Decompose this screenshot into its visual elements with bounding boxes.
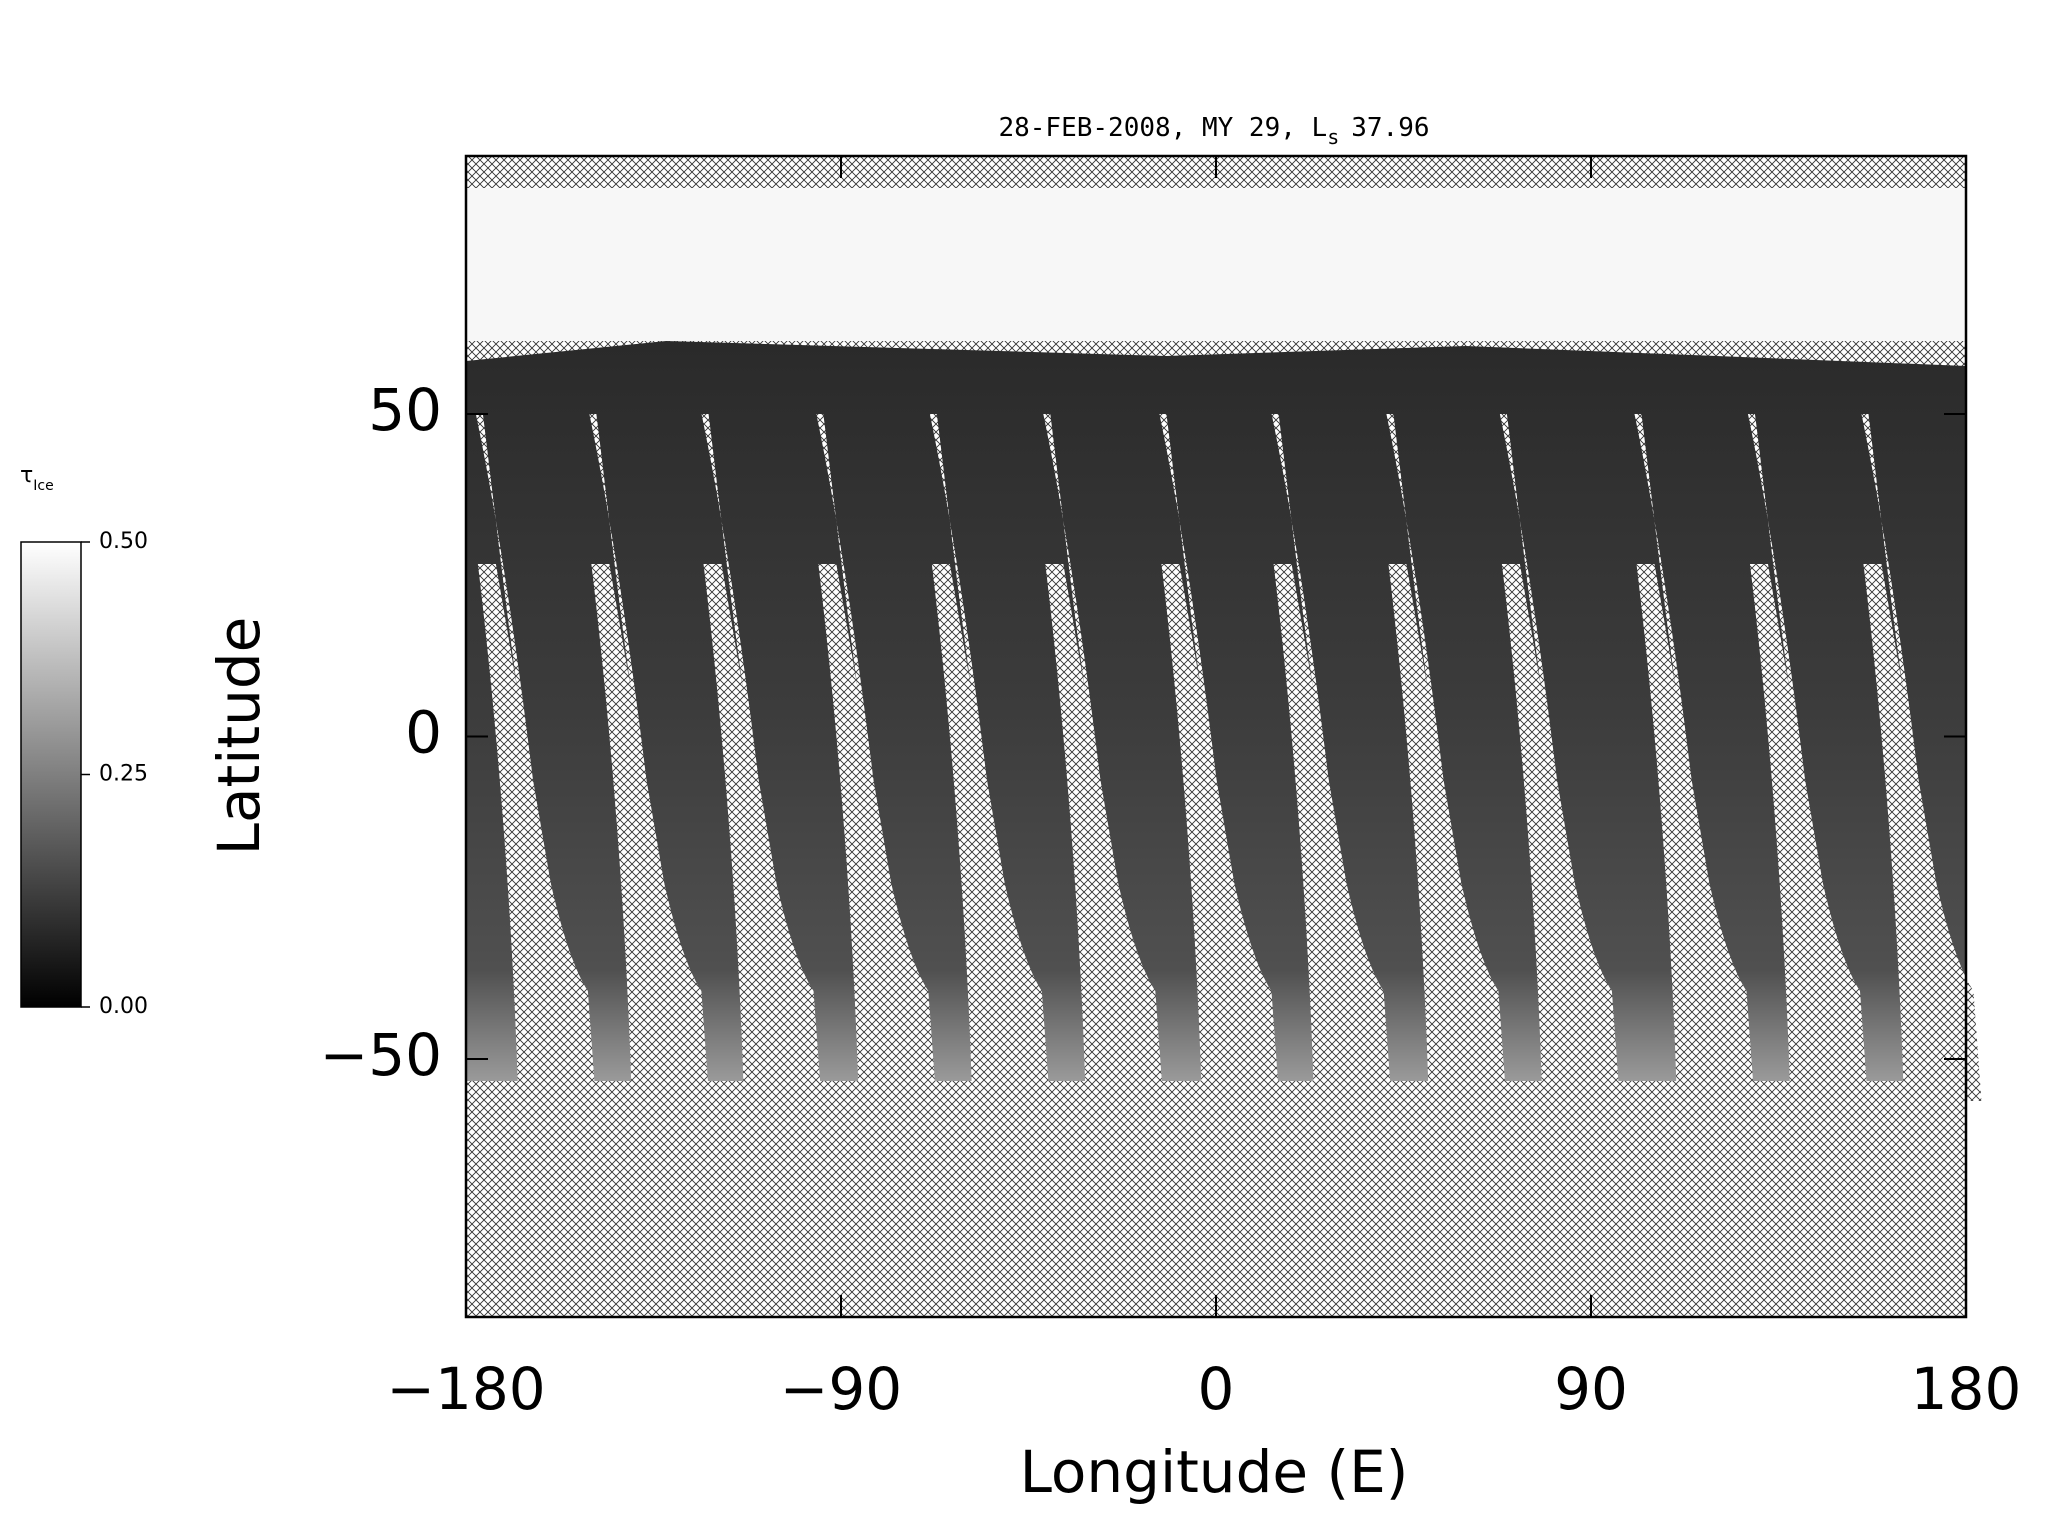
dark-band: [466, 341, 1966, 1081]
data-gap: [1501, 564, 1602, 1304]
y-tick-label: 0: [405, 699, 442, 767]
data-gap: [1043, 414, 1164, 1101]
x-tick-label: −90: [780, 1355, 902, 1423]
data-gap: [929, 414, 1050, 1101]
data-gap: [1499, 414, 1620, 1101]
y-tick-label: 50: [368, 376, 442, 444]
data-gap: [591, 564, 692, 1304]
data-gap: [816, 414, 937, 1101]
data-gap: [1271, 414, 1392, 1101]
data-gap: [818, 564, 919, 1304]
data-gap: [589, 414, 710, 1101]
x-tick-label: 90: [1554, 1355, 1628, 1423]
data-gap: [1386, 414, 1507, 1101]
data-gap: [1273, 564, 1374, 1304]
map-image: [466, 156, 1982, 1317]
data-gap: [1634, 414, 1755, 1101]
x-tick-label: 180: [1911, 1355, 2022, 1423]
colorbar-tick-label: 0.50: [99, 529, 148, 554]
data-gap: [1863, 564, 1964, 1304]
data-gap: [701, 414, 822, 1101]
data-gap: [1388, 564, 1489, 1304]
data-gap: [1861, 414, 1982, 1101]
south-hatch: [466, 1096, 1966, 1317]
title-main: 28-FEB-2008, MY 29, L: [998, 113, 1327, 143]
colorbar-tick-label: 0.25: [99, 762, 148, 787]
data-gap: [1159, 414, 1280, 1101]
colorbar-label-main: τ: [20, 463, 33, 488]
data-gap: [1636, 564, 1737, 1304]
colorbar-label: τIce: [20, 463, 54, 494]
y-tick-label: −50: [320, 1021, 442, 1089]
data-gap: [1161, 564, 1262, 1304]
colorbar: [20, 541, 82, 1008]
title-subscript: s: [1327, 125, 1339, 149]
data-gap: [475, 414, 596, 1101]
x-axis-label: Longitude (E): [1020, 1438, 1409, 1506]
x-tick-label: 0: [1198, 1355, 1235, 1423]
title-suffix: 37.96: [1351, 113, 1429, 143]
data-gap: [1045, 564, 1146, 1304]
data-gap: [931, 564, 1032, 1304]
data-gap: [703, 564, 804, 1304]
axes: −180 −90 0 90 180 −50 0 50: [320, 154, 2022, 1423]
data-gap: [477, 564, 578, 1304]
x-tick-label: −180: [386, 1355, 545, 1423]
polar-cap: [466, 188, 1966, 341]
colorbar-tick-label: 0.00: [99, 994, 148, 1019]
colorbar-label-subscript: Ice: [33, 478, 53, 494]
data-gap: [1747, 414, 1868, 1101]
y-axis-label: Latitude: [205, 617, 273, 856]
data-gap: [1749, 564, 1850, 1304]
title: 28-FEB-2008, MY 29, Ls 37.96: [998, 113, 1429, 149]
